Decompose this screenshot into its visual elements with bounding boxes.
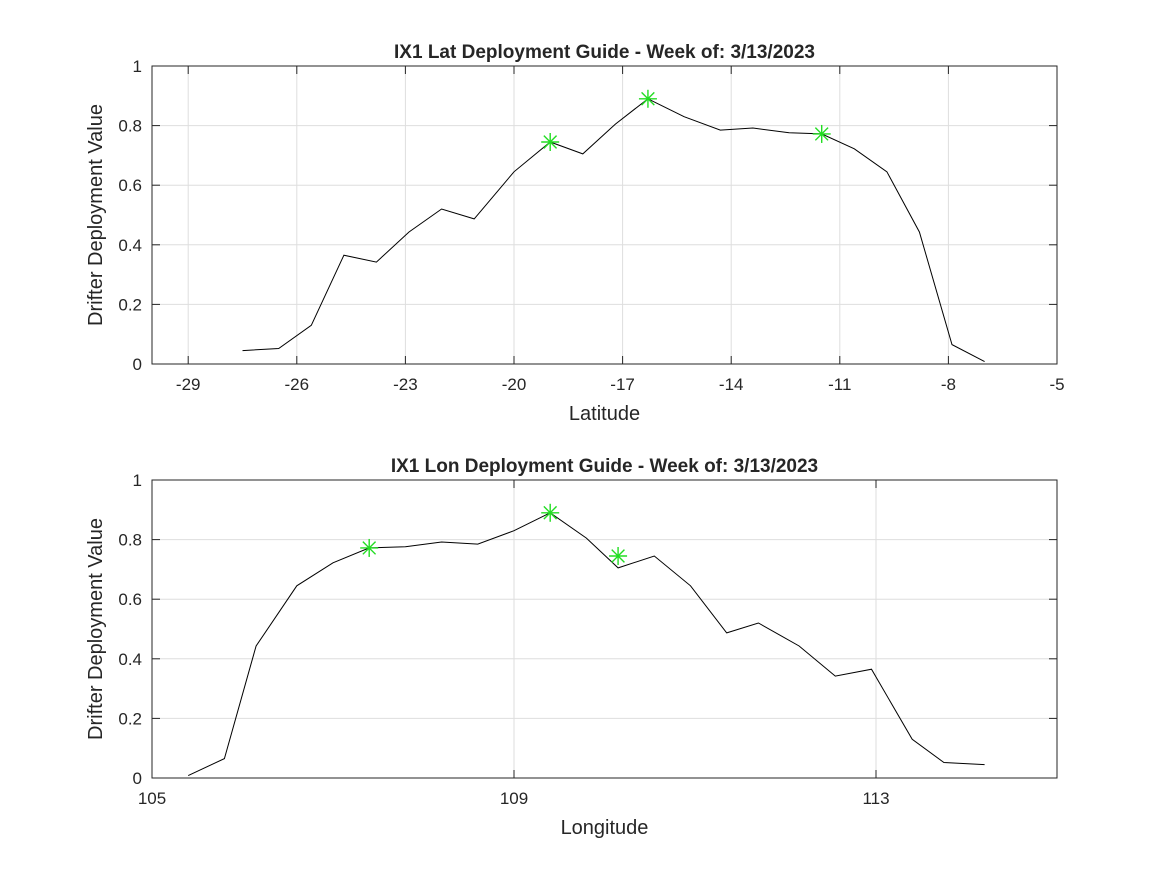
asterisk-marker	[360, 538, 379, 557]
asterisk-stroke	[543, 505, 558, 520]
x-tick-label: -20	[502, 375, 527, 394]
data-line	[242, 98, 985, 363]
data-line	[187, 512, 985, 777]
x-tick-label: -26	[285, 375, 310, 394]
asterisk-marker	[638, 89, 657, 108]
y-tick-label: 1	[133, 57, 142, 76]
y-tick-label: 0.6	[118, 590, 142, 609]
axes-box	[151, 479, 1058, 779]
x-tick-label: -14	[719, 375, 744, 394]
x-tick-label: 105	[138, 789, 166, 808]
y-tick-label: 1	[133, 471, 142, 490]
x-axis-label: Longitude	[561, 817, 649, 839]
y-tick-label: 0.4	[118, 650, 142, 669]
y-tick-label: 0.2	[118, 295, 142, 314]
plot-title: IX1 Lon Deployment Guide - Week of: 3/13…	[391, 456, 818, 477]
asterisk-stroke	[611, 549, 625, 563]
x-tick-label: 113	[862, 789, 889, 808]
longitude-plot: 105 109 113 0 0.2 0.4 0.6 0.8 1 IX1 Lon Deploymen…	[85, 456, 1058, 839]
x-tick-label: -23	[393, 375, 418, 394]
asterisk-stroke	[362, 541, 377, 555]
x-tick-label: 109	[500, 789, 528, 808]
x-tick-label: -11	[828, 375, 851, 394]
y-tick-label: 0.8	[118, 531, 142, 550]
y-axis-label: Drifter Deployment Value	[85, 518, 107, 740]
asterisk-marker	[541, 132, 560, 151]
x-tick-label: -8	[941, 375, 956, 394]
asterisk-marker	[609, 546, 628, 565]
y-axis-label: Drifter Deployment Value	[85, 104, 107, 326]
x-axis-label: Latitude	[569, 403, 640, 425]
plot-title: IX1 Lat Deployment Guide - Week of: 3/13…	[394, 42, 815, 63]
asterisk-marker	[812, 124, 831, 143]
axes-box	[151, 65, 1058, 365]
x-tick-label: -5	[1049, 375, 1064, 394]
y-tick-label: 0.4	[118, 236, 142, 255]
asterisk-stroke	[641, 91, 655, 106]
x-tick-label: -29	[176, 375, 201, 394]
asterisk-marker	[541, 503, 560, 522]
asterisk-stroke	[814, 127, 829, 141]
y-tick-label: 0.6	[118, 176, 142, 195]
y-tick-label: 0	[133, 769, 142, 788]
latitude-plot: -29 -26 -23 -20 -17 -14 -11 -8 -5 0 0.2 0.4 0.6 0.8 1 I…	[85, 42, 1065, 425]
y-tick-label: 0	[133, 355, 142, 374]
y-tick-label: 0.2	[118, 709, 142, 728]
x-tick-label: -17	[610, 375, 635, 394]
y-tick-label: 0.8	[118, 117, 142, 136]
asterisk-stroke	[543, 135, 558, 149]
